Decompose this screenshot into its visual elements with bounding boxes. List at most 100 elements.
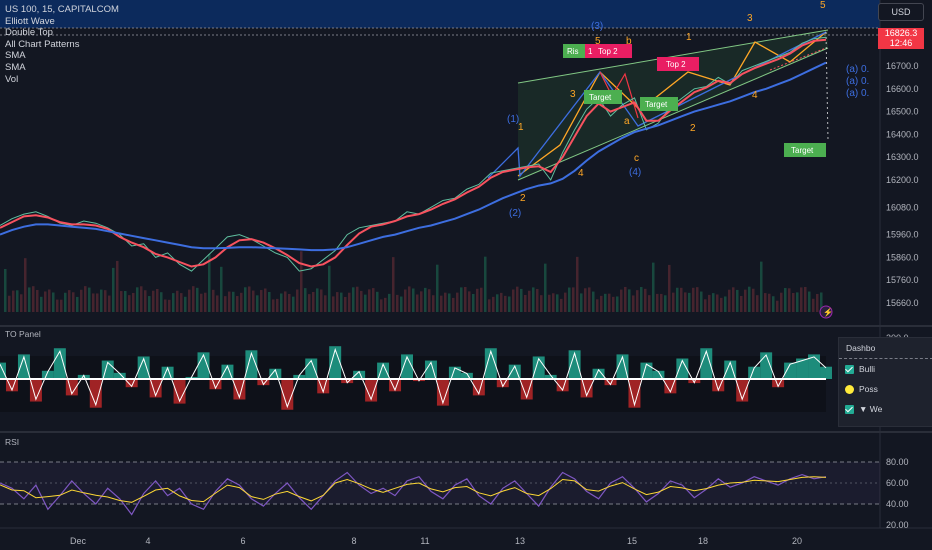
volume-bar bbox=[492, 296, 495, 312]
to-bar bbox=[149, 379, 162, 398]
volume-bar bbox=[404, 289, 407, 312]
volume-bar bbox=[156, 288, 159, 312]
dashboard-row: ▼ We bbox=[839, 399, 932, 419]
indicator-elliott[interactable]: Elliott Wave bbox=[5, 15, 55, 27]
volume-bar bbox=[4, 269, 7, 312]
volume-bar bbox=[464, 287, 467, 312]
volume-bar bbox=[80, 289, 83, 312]
volume-bar bbox=[648, 295, 651, 312]
target-dotted-line bbox=[825, 31, 829, 141]
time-tick-label: 4 bbox=[145, 536, 150, 546]
volume-bar bbox=[436, 264, 439, 312]
volume-bar bbox=[560, 298, 563, 312]
volume-bar bbox=[180, 293, 183, 312]
volume-bar bbox=[744, 289, 747, 312]
volume-bar bbox=[96, 293, 99, 312]
volume-bar bbox=[100, 289, 103, 312]
to-bar bbox=[389, 379, 402, 392]
volume-bar bbox=[732, 287, 735, 312]
to-bar bbox=[760, 352, 773, 379]
volume-bar bbox=[84, 286, 87, 312]
volume-bar bbox=[296, 289, 299, 312]
rsi-tick-label: 20.00 bbox=[886, 520, 909, 530]
volume-bar bbox=[540, 295, 543, 312]
volume-bar bbox=[408, 286, 411, 312]
volume-bar bbox=[92, 293, 95, 312]
volume-bar bbox=[532, 287, 535, 312]
volume-bar bbox=[56, 299, 59, 312]
to-bar bbox=[460, 372, 473, 379]
volume-bar bbox=[308, 294, 311, 312]
dashboard-row-label: ▼ We bbox=[859, 404, 883, 414]
price-series-group bbox=[0, 36, 827, 272]
wave-label: 1 bbox=[686, 32, 692, 43]
currency-button[interactable]: USD bbox=[878, 3, 924, 21]
volume-bar bbox=[380, 299, 383, 312]
wave-label: c bbox=[634, 153, 639, 164]
volume-bar bbox=[452, 297, 455, 312]
lightning-icon[interactable] bbox=[819, 305, 833, 319]
to-bar bbox=[101, 360, 114, 379]
to-bar bbox=[221, 364, 234, 379]
volume-bar bbox=[676, 287, 679, 312]
volume-bar bbox=[128, 295, 131, 312]
volume-bar bbox=[564, 292, 567, 312]
volume-bar bbox=[456, 292, 459, 312]
fib-label: (a) 0. bbox=[846, 88, 869, 99]
rsi-signal-line bbox=[0, 476, 827, 503]
volume-bar bbox=[48, 289, 51, 312]
to-bar bbox=[652, 370, 665, 379]
volume-bar bbox=[716, 294, 719, 312]
volume-bar bbox=[476, 288, 479, 312]
dashboard-title: Dashbo bbox=[839, 338, 932, 359]
to-bar bbox=[269, 368, 282, 379]
volume-bar bbox=[356, 286, 359, 312]
wave-label: 1 bbox=[518, 122, 524, 133]
wave-label: 4 bbox=[752, 90, 758, 101]
volume-bar bbox=[624, 286, 627, 312]
to-bar bbox=[77, 374, 90, 379]
dashboard-row-label: Bulli bbox=[859, 364, 876, 374]
indicator-vol[interactable]: Vol bbox=[5, 73, 19, 85]
wave-label: (1) bbox=[507, 114, 519, 125]
target-label-2: Target bbox=[645, 100, 668, 109]
volume-bar bbox=[36, 289, 39, 312]
indicator-chart-patterns[interactable]: All Chart Patterns bbox=[5, 38, 80, 50]
dashboard-panel[interactable]: Dashbo Bulli Poss ▼ We bbox=[838, 337, 932, 427]
volume-bar bbox=[736, 289, 739, 312]
to-bar bbox=[329, 346, 342, 379]
volume-bar bbox=[484, 256, 487, 312]
volume-bar bbox=[304, 288, 307, 312]
indicator-double-top[interactable]: Double Top bbox=[5, 27, 53, 39]
volume-bar bbox=[228, 291, 231, 312]
to-bar bbox=[712, 379, 725, 392]
rsi-series bbox=[0, 471, 827, 516]
volume-bar bbox=[656, 293, 659, 312]
to-panel-label[interactable]: TO Panel bbox=[5, 329, 41, 339]
volume-bar bbox=[132, 292, 135, 312]
volume-bar bbox=[660, 293, 663, 312]
volume-bar bbox=[116, 260, 119, 312]
to-bar bbox=[748, 366, 761, 379]
to-bar bbox=[688, 379, 701, 384]
volume-bar bbox=[216, 295, 219, 312]
volume-bar bbox=[172, 293, 175, 312]
volume-bar bbox=[616, 296, 619, 312]
volume-bar bbox=[8, 295, 11, 312]
to-bar bbox=[772, 379, 785, 388]
indicator-sma-1[interactable]: SMA bbox=[5, 50, 26, 62]
time-axis[interactable]: Dec 4 6 8 11 13 15 18 20 bbox=[70, 536, 802, 546]
indicator-sma-2[interactable]: SMA bbox=[5, 61, 26, 73]
volume-bar bbox=[764, 293, 767, 312]
price-axis[interactable]: 16700.0 16600.0 16500.0 16400.0 16300.0 16200… bbox=[886, 61, 919, 308]
dashboard-row: Bulli bbox=[839, 359, 932, 379]
rsi-label[interactable]: RSI bbox=[5, 437, 20, 447]
symbol-title[interactable]: US 100, 15, CAPITALCOM bbox=[5, 4, 119, 15]
sma-line bbox=[0, 61, 827, 252]
volume-bar bbox=[780, 292, 783, 312]
to-bar bbox=[472, 379, 485, 396]
volume-bar bbox=[756, 295, 759, 312]
volume-bar bbox=[324, 295, 327, 312]
volume-bar bbox=[16, 290, 19, 312]
